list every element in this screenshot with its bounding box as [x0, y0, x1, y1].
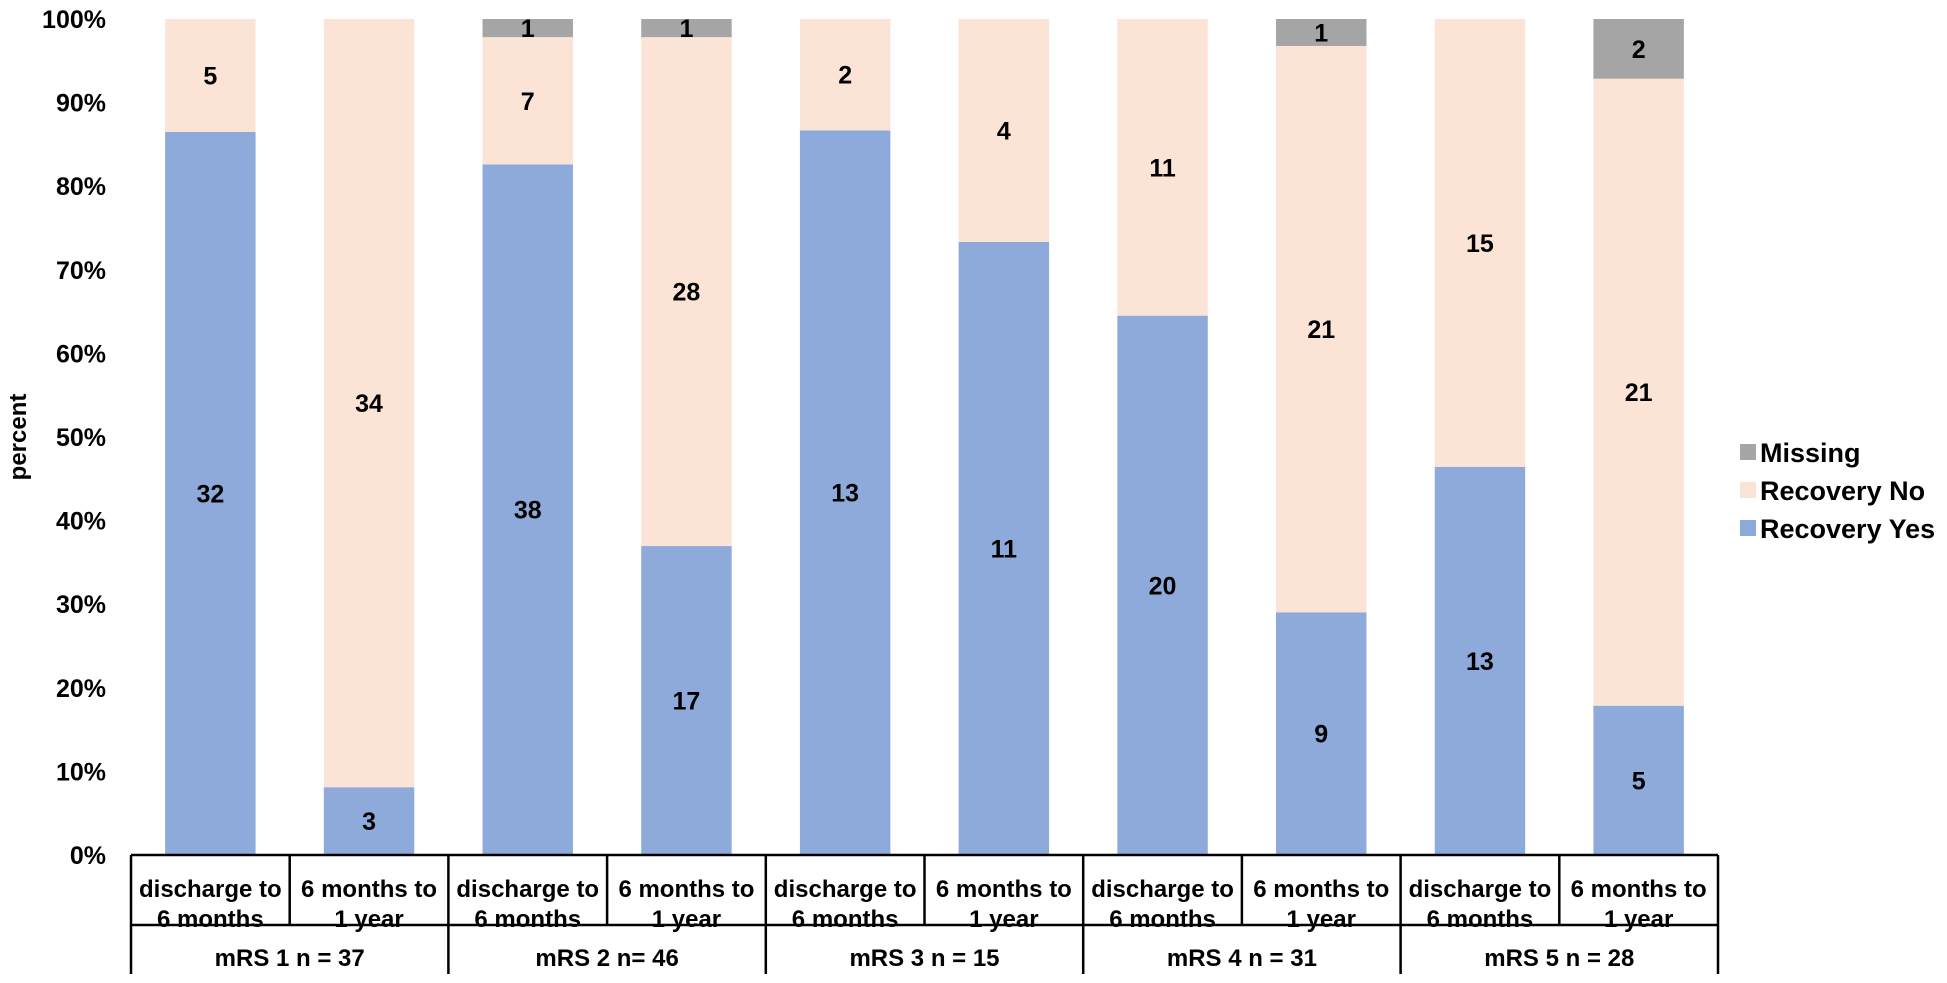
x-group-label: mRS 4 n = 31: [1167, 945, 1317, 972]
x-category-label: discharge to: [1091, 876, 1234, 903]
bar-segment-recovery-no: [1434, 19, 1526, 467]
x-group-label: mRS 1 n = 37: [215, 945, 365, 972]
x-category-label: 1 year: [334, 906, 403, 933]
x-category-label: discharge to: [456, 876, 599, 903]
x-category-label: 6 months to: [1253, 876, 1389, 903]
data-label-recovery-yes: 17: [673, 688, 701, 716]
x-category-label: 6 months to: [936, 876, 1072, 903]
y-axis-title: percent: [5, 394, 32, 481]
x-category-label: 1 year: [652, 906, 721, 933]
data-label-recovery-yes: 5: [1632, 767, 1646, 795]
x-category-label: 6 months to: [1571, 876, 1707, 903]
data-label-recovery-yes: 13: [1466, 648, 1494, 676]
bar-segment-missing: [641, 19, 732, 38]
x-category-label: discharge to: [774, 876, 917, 903]
bar-segment-recovery-no: [165, 19, 256, 132]
x-category-label: discharge to: [139, 876, 282, 903]
data-label-recovery-yes: 3: [362, 808, 376, 836]
y-tick-label: 80%: [56, 173, 106, 201]
data-label-recovery-no: 34: [355, 390, 383, 418]
data-label-recovery-yes: 13: [831, 480, 859, 508]
y-tick-label: 40%: [56, 508, 106, 536]
y-tick-label: 70%: [56, 257, 106, 285]
data-label-recovery-no: 5: [203, 62, 217, 90]
data-label-recovery-yes: 38: [514, 497, 542, 525]
x-group-label: mRS 3 n = 15: [849, 945, 999, 972]
y-axis: 0% 10% 20% 30% 40% 50% 60% 70% 80% 90% 100%: [42, 6, 106, 870]
bar-segment-recovery-no: [1593, 78, 1684, 706]
data-label-recovery-no: 7: [521, 88, 535, 116]
bar-segment-recovery-no: [799, 19, 891, 131]
x-group-label: mRS 5 n = 28: [1484, 945, 1634, 972]
y-tick-label: 60%: [56, 340, 106, 368]
bar-segment-recovery-no: [1117, 19, 1208, 316]
data-label-recovery-no: 21: [1625, 379, 1653, 407]
data-label-recovery-yes: 32: [196, 480, 224, 508]
data-label-recovery-no: 28: [673, 279, 701, 307]
y-tick-label: 30%: [56, 591, 106, 619]
bar-segment-recovery-yes: [482, 164, 573, 855]
bar-segment-missing: [482, 19, 573, 38]
legend-swatch-recovery-no: [1740, 482, 1756, 498]
legend: Missing Recovery No Recovery Yes: [1740, 438, 1935, 544]
data-label-recovery-yes: 20: [1149, 572, 1177, 600]
bar-segment-recovery-yes: [1276, 612, 1367, 855]
x-category-label: 1 year: [969, 906, 1038, 933]
x-category-label: 6 months: [157, 906, 264, 933]
legend-label-recovery-no: Recovery No: [1760, 476, 1925, 506]
legend-swatch-recovery-yes: [1740, 520, 1756, 536]
y-tick-label: 10%: [56, 758, 106, 786]
y-tick-label: 0%: [70, 842, 106, 870]
bar-segment-recovery-yes: [958, 241, 1050, 855]
x-group-label: mRS 2 n= 46: [535, 945, 678, 972]
data-label-missing: 1: [521, 15, 535, 43]
data-label-recovery-no: 21: [1307, 316, 1335, 344]
bar-segment-recovery-yes: [323, 787, 415, 855]
data-label-recovery-no: 11: [1149, 154, 1176, 182]
data-label-recovery-no: 4: [997, 117, 1011, 145]
bar-segment-recovery-yes: [1117, 315, 1208, 855]
x-category-label: 1 year: [1604, 906, 1673, 933]
y-tick-label: 100%: [42, 6, 106, 34]
bar-segment-recovery-no: [323, 19, 415, 788]
data-label-recovery-yes: 11: [991, 535, 1018, 563]
legend-label-missing: Missing: [1760, 438, 1861, 468]
bar-segment-recovery-yes: [1593, 705, 1684, 855]
x-category-label: 6 months to: [618, 876, 754, 903]
data-label-missing: 1: [679, 15, 693, 43]
data-label-recovery-no: 15: [1466, 230, 1494, 258]
x-category-label: discharge to: [1409, 876, 1552, 903]
legend-swatch-missing: [1740, 444, 1756, 460]
bar-segment-recovery-no: [482, 37, 573, 165]
x-category-label: 6 months: [1427, 906, 1534, 933]
x-axis: discharge to 6 months 6 months to 1 year dis…: [129, 853, 1720, 974]
data-label-recovery-no: 2: [838, 62, 852, 90]
x-category-label: 6 months: [792, 906, 899, 933]
y-tick-label: 20%: [56, 675, 106, 703]
bar-segment-recovery-no: [958, 19, 1050, 242]
bar-segment-recovery-yes: [641, 546, 732, 855]
bar-segment-recovery-yes: [1434, 466, 1526, 855]
bar-segment-missing: [1593, 19, 1684, 79]
y-tick-label: 90%: [56, 90, 106, 118]
data-label-missing: 1: [1314, 19, 1328, 47]
x-category-label: 1 year: [1287, 906, 1356, 933]
bar-segment-recovery-yes: [165, 131, 256, 856]
bar-segment-recovery-yes: [799, 130, 891, 856]
x-category-label: 6 months: [1109, 906, 1216, 933]
x-category-label: 6 months to: [301, 876, 437, 903]
legend-label-recovery-yes: Recovery Yes: [1760, 514, 1935, 544]
bar-segment-recovery-no: [641, 37, 732, 547]
y-tick-label: 50%: [56, 424, 106, 452]
data-label-missing: 2: [1632, 36, 1646, 64]
bar-segment-recovery-no: [1276, 45, 1367, 613]
data-label-recovery-yes: 9: [1314, 721, 1328, 749]
bar-segment-missing: [1276, 19, 1367, 46]
x-category-label: 6 months: [474, 906, 581, 933]
